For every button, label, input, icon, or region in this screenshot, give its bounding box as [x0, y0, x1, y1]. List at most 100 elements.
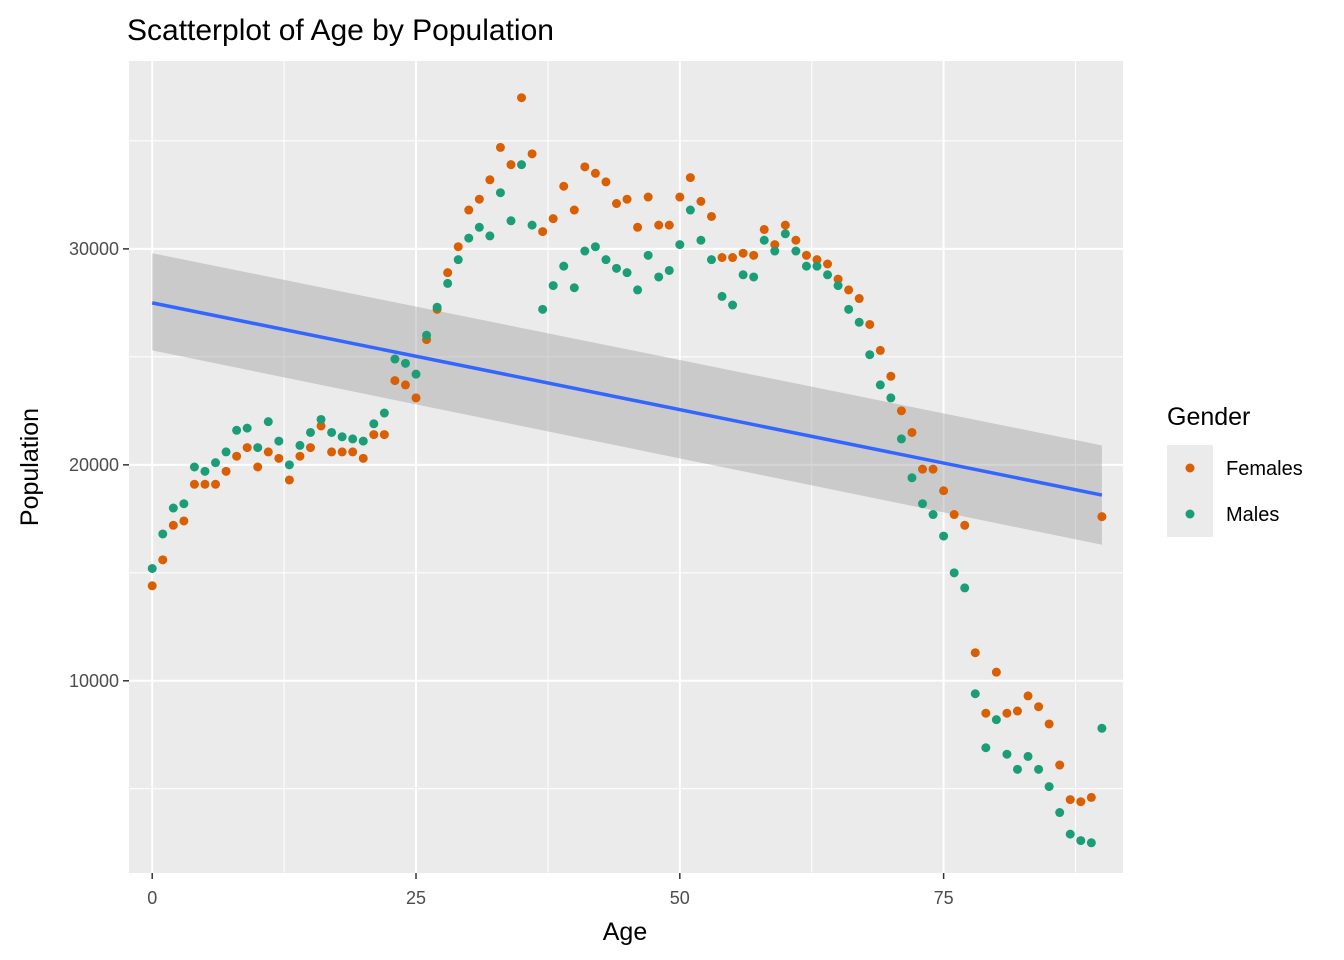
- point-females: [770, 240, 780, 250]
- point-males: [812, 261, 822, 271]
- point-males: [1076, 836, 1086, 846]
- point-females: [928, 464, 938, 474]
- point-males: [907, 473, 917, 483]
- point-females: [369, 430, 379, 440]
- point-females: [675, 192, 685, 202]
- legend-title: Gender: [1167, 403, 1250, 431]
- point-females: [1044, 719, 1054, 729]
- point-females: [706, 211, 716, 221]
- point-males: [284, 460, 294, 470]
- point-males: [348, 434, 358, 444]
- point-males: [369, 419, 379, 429]
- point-males: [242, 423, 252, 433]
- x-tick-label: 25: [406, 888, 426, 908]
- point-females: [949, 510, 959, 520]
- point-males: [654, 272, 664, 282]
- legend-dot-females: [1185, 463, 1195, 473]
- point-females: [896, 406, 906, 416]
- point-males: [147, 564, 157, 573]
- point-males: [295, 440, 305, 450]
- point-males: [612, 263, 622, 273]
- point-females: [274, 453, 284, 463]
- point-females: [147, 581, 157, 591]
- point-females: [791, 235, 801, 245]
- point-males: [305, 427, 315, 437]
- point-females: [506, 160, 516, 170]
- point-females: [569, 205, 579, 215]
- point-males: [559, 261, 569, 271]
- point-males: [801, 261, 811, 271]
- point-females: [991, 667, 1001, 677]
- point-males: [422, 330, 432, 340]
- point-males: [400, 358, 410, 368]
- point-females: [844, 285, 854, 295]
- point-males: [1002, 749, 1012, 759]
- point-females: [538, 227, 548, 237]
- point-females: [907, 427, 917, 437]
- point-females: [960, 520, 970, 530]
- point-females: [738, 248, 748, 258]
- point-females: [1012, 706, 1022, 716]
- point-males: [1097, 723, 1107, 733]
- y-tick-label: 20000: [69, 455, 119, 475]
- point-females: [643, 192, 653, 202]
- point-males: [495, 188, 505, 198]
- point-females: [158, 555, 168, 565]
- point-males: [569, 283, 579, 293]
- point-males: [580, 246, 590, 256]
- point-males: [358, 436, 368, 446]
- point-males: [432, 302, 442, 312]
- point-males: [949, 568, 959, 578]
- point-females: [1023, 691, 1033, 701]
- y-axis-title: Population: [16, 408, 44, 526]
- legend-label-males: Males: [1226, 504, 1279, 526]
- point-females: [189, 479, 199, 489]
- point-males: [970, 689, 980, 699]
- point-males: [1012, 764, 1022, 774]
- point-females: [939, 486, 949, 496]
- point-females: [464, 205, 474, 215]
- point-females: [918, 464, 928, 474]
- point-males: [696, 235, 706, 245]
- point-males: [517, 160, 527, 170]
- x-tick-label: 0: [147, 888, 157, 908]
- point-females: [685, 173, 695, 183]
- point-females: [348, 447, 358, 457]
- point-females: [517, 93, 527, 103]
- point-males: [675, 240, 685, 250]
- legend-label-females: Females: [1226, 458, 1303, 480]
- x-axis-ticks: 0 25 50 75: [147, 873, 954, 908]
- point-males: [728, 300, 738, 310]
- point-females: [316, 421, 326, 431]
- point-males: [823, 270, 833, 280]
- point-males: [327, 427, 337, 437]
- point-females: [780, 220, 790, 230]
- point-males: [263, 417, 273, 427]
- point-females: [253, 462, 263, 472]
- point-males: [390, 354, 400, 364]
- point-females: [622, 194, 632, 204]
- point-males: [548, 281, 558, 291]
- point-females: [1034, 702, 1044, 712]
- x-axis-title: Age: [603, 918, 647, 946]
- point-males: [179, 499, 189, 509]
- legend: Gender Females Males: [1167, 403, 1303, 537]
- point-males: [833, 281, 843, 291]
- point-females: [801, 250, 811, 260]
- point-males: [706, 255, 716, 265]
- point-females: [453, 242, 463, 252]
- point-males: [886, 393, 896, 403]
- chart-title: Scatterplot of Age by Population: [127, 14, 554, 47]
- point-females: [168, 520, 178, 530]
- point-males: [960, 583, 970, 593]
- point-females: [728, 253, 738, 263]
- point-females: [1076, 797, 1086, 807]
- point-males: [189, 462, 199, 472]
- point-females: [358, 453, 368, 463]
- point-males: [379, 408, 389, 418]
- data-points: [147, 93, 1107, 848]
- point-females: [717, 253, 727, 263]
- point-females: [749, 250, 759, 260]
- x-tick-label: 75: [934, 888, 954, 908]
- point-males: [717, 291, 727, 301]
